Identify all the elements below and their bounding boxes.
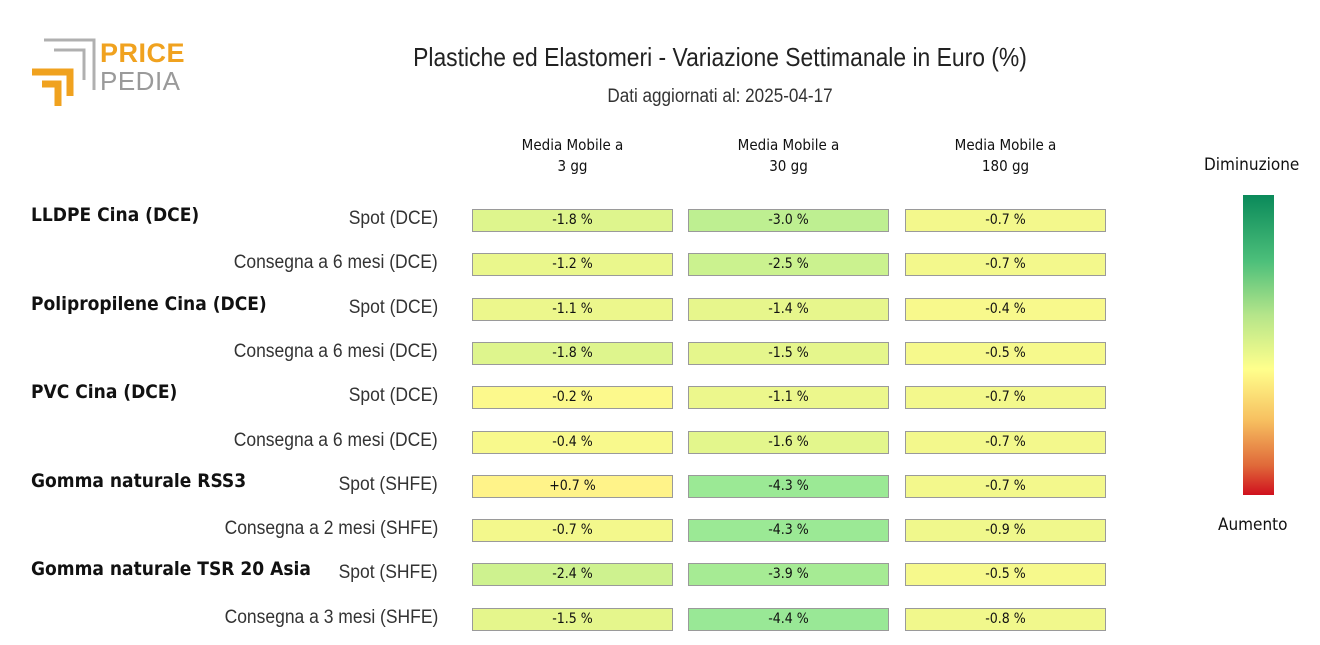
- column-header-line: Media Mobile a: [737, 136, 840, 154]
- heatmap-cell: -1.2 %: [472, 253, 673, 277]
- heatmap-cell: -0.4 %: [472, 430, 673, 454]
- scale-bottom-label: Aumento: [1218, 515, 1288, 535]
- heatmap-cell: -2.5 %: [688, 253, 889, 277]
- logo-mark-icon: [32, 38, 96, 106]
- row-label: Spot (DCE): [348, 296, 438, 318]
- chart-title: Plastiche ed Elastomeri - Variazione Set…: [413, 42, 1027, 72]
- heatmap-cell: -0.7 %: [905, 209, 1106, 232]
- logo-text-price: PRICE: [100, 38, 186, 68]
- column-header-line: Media Mobile a: [521, 136, 624, 154]
- heatmap-cell: -1.8 %: [472, 341, 673, 365]
- row-label: Consegna a 6 mesi (DCE): [233, 340, 438, 362]
- heatmap-cell: -1.1 %: [688, 386, 889, 410]
- series-group-label: LLDPE Cina (DCE): [31, 204, 200, 226]
- pricepedia-logo: PRICE PEDIA: [30, 38, 190, 110]
- column-header-line: Media Mobile a: [954, 136, 1057, 154]
- heatmap-cell: -0.7 %: [472, 519, 673, 543]
- heatmap-cell: -0.7 %: [905, 474, 1106, 498]
- heatmap-cell: -1.5 %: [472, 607, 673, 631]
- row-label: Spot (DCE): [348, 385, 438, 407]
- column-header-line: 3 gg: [557, 157, 588, 175]
- heatmap-cell: -1.6 %: [688, 430, 889, 454]
- row-label: Consegna a 6 mesi (DCE): [233, 429, 438, 451]
- column-header: Media Mobile a 180 gg: [904, 135, 1107, 177]
- chart-subtitle: Dati aggiornati al: 2025-04-17: [607, 86, 833, 107]
- heatmap-cell: -4.3 %: [688, 519, 889, 543]
- series-group-label: Polipropilene Cina (DCE): [31, 292, 267, 315]
- heatmap-cell: -0.7 %: [905, 253, 1106, 277]
- series-group-label: Gomma naturale TSR 20 Asia: [31, 558, 311, 581]
- row-label: Spot (DCE): [348, 208, 438, 229]
- row-label: Consegna a 2 mesi (SHFE): [224, 518, 438, 540]
- scale-top-label: Diminuzione: [1204, 155, 1300, 175]
- heatmap-cell: -0.4 %: [905, 297, 1106, 321]
- logo-text-pedia: PEDIA: [100, 66, 181, 96]
- heatmap-cell: -1.1 %: [472, 297, 673, 321]
- heatmap-cell: -4.3 %: [688, 474, 889, 498]
- heatmap-cell: -0.8 %: [905, 607, 1106, 631]
- row-label: Consegna a 3 mesi (SHFE): [224, 606, 438, 628]
- column-header: Media Mobile a 30 gg: [687, 135, 890, 177]
- heatmap-cell: -0.5 %: [905, 341, 1106, 365]
- row-label: Spot (SHFE): [338, 473, 438, 495]
- heatmap-cell: -4.4 %: [688, 607, 889, 631]
- heatmap-cell: -3.0 %: [688, 209, 889, 232]
- heatmap-cell: -0.5 %: [905, 563, 1106, 587]
- row-label: Consegna a 6 mesi (DCE): [233, 252, 438, 274]
- color-scale-bar: [1243, 195, 1274, 495]
- heatmap-cell: -1.4 %: [688, 297, 889, 321]
- heatmap-cell: -1.5 %: [688, 341, 889, 365]
- column-header-line: 30 gg: [769, 157, 808, 175]
- heatmap-cell: -2.4 %: [472, 563, 673, 587]
- heatmap-cell: -0.2 %: [472, 386, 673, 410]
- heatmap-cell: -0.7 %: [905, 430, 1106, 454]
- series-group-label: Gomma naturale RSS3: [31, 469, 247, 492]
- row-label: Spot (SHFE): [338, 562, 438, 584]
- heatmap-cell: -0.9 %: [905, 519, 1106, 543]
- column-header-line: 180 gg: [981, 157, 1030, 175]
- column-header: Media Mobile a 3 gg: [471, 135, 674, 177]
- series-group-label: PVC Cina (DCE): [31, 381, 178, 404]
- heatmap-cell: -3.9 %: [688, 563, 889, 587]
- heatmap-cell: -0.7 %: [905, 386, 1106, 410]
- heatmap-cell: -1.8 %: [472, 209, 673, 232]
- heatmap-cell: +0.7 %: [472, 474, 673, 498]
